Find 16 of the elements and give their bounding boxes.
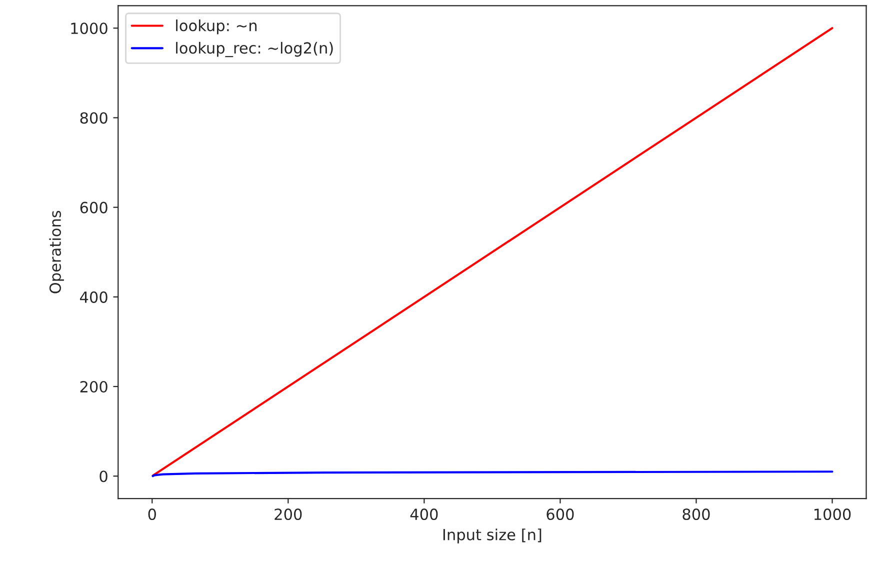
y-tick-label: 1000 [71, 22, 108, 34]
x-tick-label: 0 [148, 508, 156, 520]
x-tick-label: 800 [682, 508, 710, 520]
y-tick-label: 400 [80, 291, 108, 303]
y-tick-label: 200 [80, 380, 108, 393]
x-tick-label: 200 [274, 508, 302, 520]
y-tick-label: 600 [80, 202, 108, 214]
legend-label: lookup_rec: ~log2(n) [176, 42, 333, 58]
y-tick-label: 800 [80, 112, 108, 124]
x-axis-title: Input size [n] [443, 528, 542, 544]
legend-label: lookup: ~n [176, 19, 257, 34]
x-tick-label: 600 [546, 508, 574, 520]
y-tick-label: 0 [100, 470, 108, 482]
y-axis-title: Operations [49, 210, 64, 294]
x-tick-label: 1000 [814, 508, 851, 520]
x-tick-label: 400 [410, 508, 438, 520]
